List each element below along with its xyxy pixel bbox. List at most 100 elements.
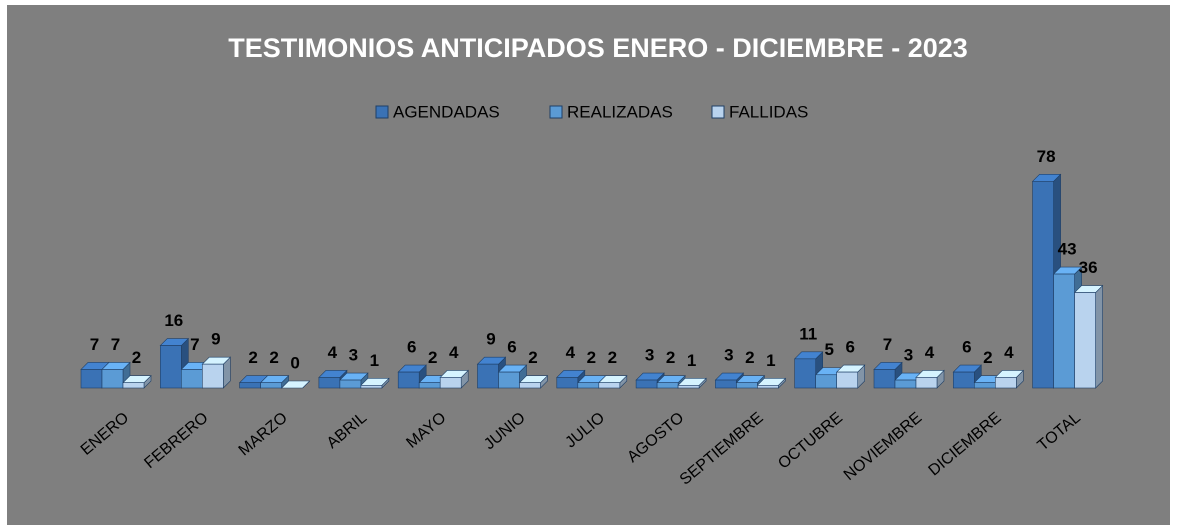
bar-front — [915, 377, 938, 389]
bar-front — [260, 382, 282, 389]
bar-front — [239, 382, 261, 389]
legend-swatch — [711, 105, 725, 119]
value-label: 7 — [111, 335, 120, 354]
bar — [915, 369, 945, 389]
bar — [994, 369, 1025, 389]
bar-front — [101, 369, 124, 389]
bar-top — [280, 380, 311, 389]
value-label: 4 — [925, 343, 935, 362]
value-label: 1 — [766, 351, 775, 370]
value-label: 16 — [164, 311, 183, 330]
value-label: 1 — [687, 351, 696, 370]
legend-label: FALLIDAS — [729, 102, 808, 121]
bar-front — [418, 382, 441, 389]
legend-swatch — [549, 105, 563, 119]
value-label: 2 — [269, 348, 278, 367]
value-label: 4 — [1004, 343, 1014, 362]
bar-front — [181, 369, 203, 389]
bar-front — [894, 379, 917, 389]
bar-front — [498, 371, 520, 389]
bar — [497, 364, 528, 389]
value-label: 2 — [666, 348, 675, 367]
bar — [201, 356, 232, 389]
bar — [397, 364, 427, 389]
bar-front — [397, 371, 420, 389]
bar — [439, 369, 469, 389]
bar-front — [656, 382, 679, 389]
bar — [598, 374, 628, 389]
value-label: 1 — [370, 351, 379, 370]
bar-front — [715, 379, 737, 389]
value-label: 3 — [349, 346, 358, 365]
bar — [280, 380, 311, 389]
value-label: 5 — [824, 340, 833, 359]
value-label: 2 — [983, 348, 992, 367]
bar-front — [757, 385, 779, 389]
bar — [677, 377, 707, 389]
bar-front — [519, 382, 541, 389]
value-label: 4 — [449, 343, 459, 362]
legend-swatch — [375, 105, 389, 119]
bar-front — [736, 382, 758, 389]
legend-label: AGENDADAS — [393, 102, 500, 121]
value-label: 3 — [645, 346, 654, 365]
value-label: 2 — [587, 348, 596, 367]
bar-front — [873, 369, 896, 389]
bar — [714, 372, 745, 389]
bar — [259, 374, 290, 389]
bar-front — [815, 374, 838, 389]
value-label: 7 — [190, 335, 199, 354]
bar-side — [1095, 284, 1103, 389]
bar — [122, 374, 152, 389]
legend-label: REALIZADAS — [567, 102, 673, 121]
value-label: 6 — [962, 338, 971, 357]
bar-front — [160, 345, 182, 389]
bar-front — [577, 382, 600, 389]
bar — [1073, 284, 1104, 389]
bar-front — [360, 385, 383, 389]
bar-front — [1032, 181, 1054, 389]
bar — [756, 377, 787, 389]
value-label: 9 — [211, 330, 220, 349]
value-label: 2 — [248, 348, 257, 367]
bar — [518, 374, 549, 389]
bar-front — [994, 377, 1017, 389]
value-label: 2 — [745, 348, 754, 367]
value-label: 6 — [407, 338, 416, 357]
bar-front — [794, 358, 817, 389]
bar-front — [635, 379, 658, 389]
value-label: 7 — [883, 335, 892, 354]
value-label: 3 — [904, 346, 913, 365]
bar-front — [677, 385, 700, 389]
bar-front — [339, 379, 362, 389]
bar-front — [598, 382, 621, 389]
bar-front — [973, 382, 996, 389]
value-label: 2 — [528, 348, 537, 367]
bar-front — [952, 371, 975, 389]
value-label: 78 — [1037, 147, 1056, 166]
value-label: 3 — [724, 346, 733, 365]
value-label: 6 — [507, 338, 516, 357]
bar-front — [318, 377, 341, 389]
value-label: 4 — [328, 343, 338, 362]
bar-front — [439, 377, 462, 389]
value-label: 2 — [428, 348, 437, 367]
bar-front — [1074, 292, 1096, 389]
bar — [360, 377, 390, 389]
value-label: 2 — [132, 348, 141, 367]
value-label: 9 — [486, 330, 495, 349]
bar — [339, 372, 369, 389]
value-label: 0 — [290, 353, 299, 372]
bar-front — [477, 363, 499, 389]
value-label: 43 — [1058, 240, 1077, 259]
bar — [835, 364, 866, 389]
bar-front — [80, 369, 103, 389]
bar-front — [1053, 273, 1075, 389]
value-label: 7 — [90, 335, 99, 354]
value-label: 4 — [566, 343, 576, 362]
chart-background — [7, 5, 1170, 525]
chart-title: TESTIMONIOS ANTICIPADOS ENERO - DICIEMBR… — [228, 33, 968, 63]
bar-front — [122, 382, 145, 389]
